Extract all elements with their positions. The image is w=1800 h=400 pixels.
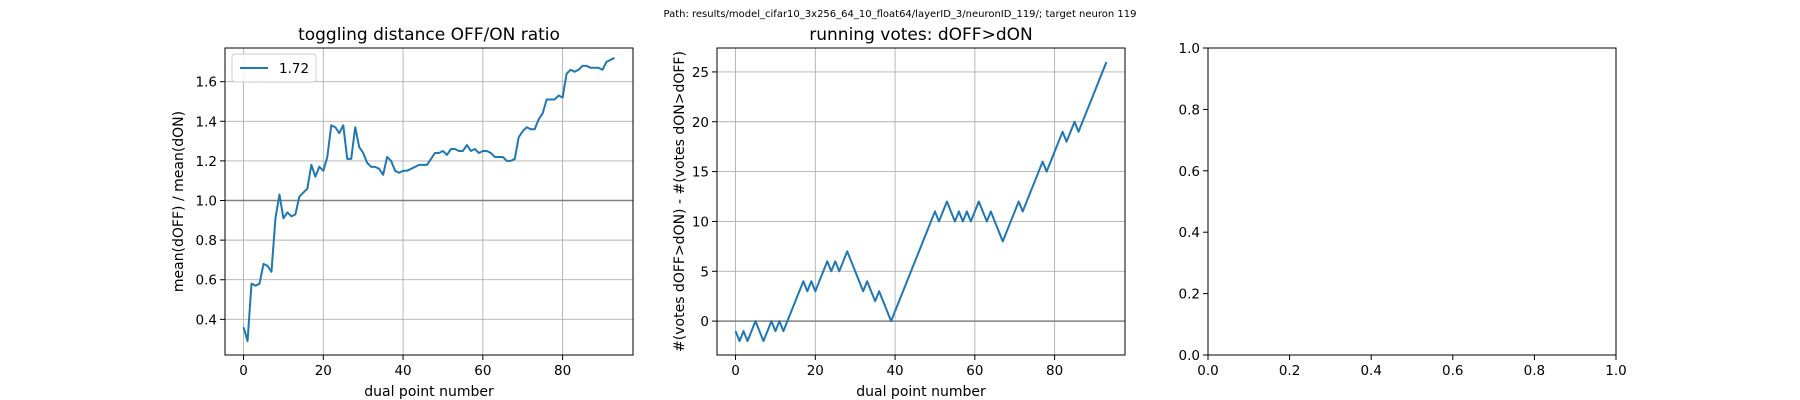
- chart-panel-1: 0 20 40 60 80 0.4 0.6 0.8 1.0 1.2 1.4 1.6 toggling d…: [171, 25, 634, 400]
- y-tick-label: 0.4: [1179, 225, 1200, 241]
- y-tick-label: 0.4: [196, 312, 217, 328]
- y-tick-label: 0.6: [1179, 164, 1200, 180]
- legend: 1.72: [231, 53, 317, 83]
- series-line-1: [242, 57, 615, 343]
- chart-title: toggling distance OFF/ON ratio: [298, 25, 560, 45]
- x-tick-label: 20: [315, 363, 332, 379]
- chart-panel-3: 0.0 0.2 0.4 0.6 0.8 1.0 0.0 0.2 0.4 0.6 0.8 1.0: [1179, 41, 1627, 379]
- x-tick-label: 80: [554, 363, 571, 379]
- figure-suptitle: Path: results/model_cifar10_3x256_64_10_…: [664, 9, 1137, 20]
- x-tick-label: 80: [1046, 363, 1063, 379]
- x-tick-label: 0.0: [1197, 363, 1218, 379]
- x-tick-label: 1.0: [1605, 363, 1626, 379]
- x-tick-label: 0.8: [1524, 363, 1545, 379]
- y-tick-label: 15: [692, 165, 709, 181]
- y-tick-label: 10: [692, 214, 709, 230]
- x-tick-label: 0.6: [1442, 363, 1463, 379]
- x-tick-label: 20: [807, 363, 824, 379]
- y-tick-label: 0.0: [1179, 348, 1200, 364]
- y-tick-label: 1.2: [196, 154, 217, 170]
- x-axis-label: dual point number: [364, 384, 494, 400]
- y-tick-label: 5: [700, 264, 709, 280]
- legend-box: [231, 53, 317, 83]
- y-tick-label: 0: [700, 314, 709, 330]
- y-tick-label: 25: [692, 65, 709, 81]
- y-axis-label: #(votes dOFF>dON) - #(votes dON>dOFF): [672, 51, 688, 352]
- series-line-1: [734, 61, 1108, 343]
- x-axis-label: dual point number: [856, 384, 986, 400]
- x-tick-label: 0.4: [1360, 363, 1381, 379]
- y-tick-label: 1.4: [196, 114, 217, 130]
- y-tick-label: 1.6: [196, 75, 217, 91]
- axes-frame: [716, 47, 1126, 356]
- y-tick-label: 0.6: [196, 273, 217, 289]
- x-tick-label: 60: [474, 363, 491, 379]
- y-tick-label: 0.8: [1179, 102, 1200, 118]
- y-tick-label: 1.0: [1179, 41, 1200, 57]
- y-tick-label: 1.0: [196, 194, 217, 210]
- y-tick-label: 20: [692, 115, 709, 131]
- x-tick-label: 0: [239, 363, 248, 379]
- panels: 0 20 40 60 80 0.4 0.6 0.8 1.0 1.2 1.4 1.6 toggling d…: [171, 25, 1627, 400]
- chart-panel-2: 0 20 40 60 80 0 5 10 15 20 25 running votes: dOFF>d…: [672, 25, 1126, 400]
- legend-label: 1.72: [279, 61, 309, 77]
- x-tick-label: 40: [886, 363, 903, 379]
- y-tick-label: 0.2: [1179, 287, 1200, 303]
- y-tick-label: 0.8: [196, 233, 217, 249]
- y-axis-label: mean(dOFF) / mean(dON): [171, 111, 187, 292]
- x-tick-label: 40: [394, 363, 411, 379]
- x-tick-label: 60: [966, 363, 983, 379]
- chart-title: running votes: dOFF>dON: [809, 25, 1032, 45]
- x-tick-label: 0.2: [1279, 363, 1300, 379]
- x-tick-label: 0: [731, 363, 740, 379]
- axes-frame: [224, 47, 634, 356]
- axes-frame: [1207, 47, 1617, 356]
